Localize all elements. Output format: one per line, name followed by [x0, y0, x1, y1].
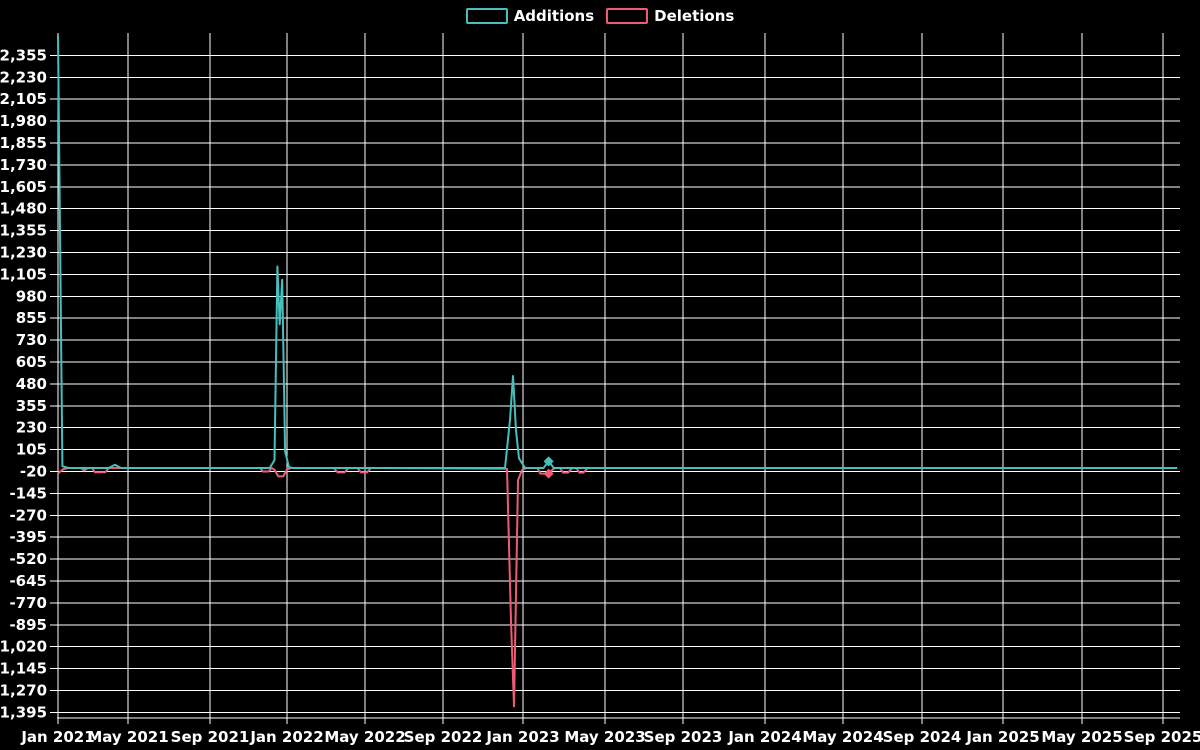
- legend-label-deletions: Deletions: [654, 7, 735, 25]
- x-axis-label: May 2025: [1041, 728, 1122, 746]
- y-axis-label: 1,355: [0, 222, 47, 240]
- y-axis-label: -1,395: [0, 703, 47, 721]
- additions-line: [57, 35, 1178, 469]
- x-axis-label: Sep 2021: [171, 728, 250, 746]
- axes: [50, 54, 1180, 724]
- y-axis-label: 2,355: [0, 46, 47, 64]
- additions-swatch-icon: [465, 8, 508, 24]
- deletions-swatch-icon: [606, 8, 649, 24]
- y-axis-label: -145: [9, 484, 47, 502]
- x-axis-label: Jan 2022: [249, 728, 323, 746]
- y-axis-label: -520: [9, 550, 47, 568]
- x-axis-label: May 2024: [802, 728, 883, 746]
- legend-label-additions: Additions: [513, 7, 595, 25]
- y-axis-label: 1,105: [0, 265, 47, 283]
- y-axis-label: -270: [9, 506, 47, 524]
- legend-item-deletions[interactable]: Deletions: [606, 8, 734, 24]
- x-axis-label: Sep 2022: [404, 728, 483, 746]
- deletions-line: [57, 467, 1178, 708]
- y-axis-label: 730: [16, 331, 47, 349]
- x-axis-label: Jan 2025: [965, 728, 1039, 746]
- y-axis-label: -1,145: [0, 660, 47, 678]
- y-axis-label: 1,730: [0, 156, 47, 174]
- y-axis-label: -895: [9, 616, 47, 634]
- y-axis-label: -20: [20, 463, 47, 481]
- y-axis-label: 105: [16, 441, 47, 459]
- y-axis-label: 230: [16, 419, 47, 437]
- additions-marker-icon: [543, 456, 554, 467]
- y-axis-label: 1,230: [0, 244, 47, 262]
- y-axis-label: -770: [9, 594, 47, 612]
- x-axis-label: Sep 2024: [883, 728, 962, 746]
- x-axis-label: May 2023: [564, 728, 645, 746]
- deletions-marker-icon: [543, 468, 554, 479]
- y-axis-label: -1,020: [0, 638, 47, 656]
- x-axis-label: Jan 2024: [727, 728, 801, 746]
- y-axis-label: -395: [9, 528, 47, 546]
- x-axis-label: Sep 2023: [644, 728, 723, 746]
- legend-item-additions[interactable]: Additions: [465, 7, 595, 25]
- y-axis-label: 980: [16, 287, 47, 305]
- x-axis-label: Jan 2023: [485, 728, 559, 746]
- y-axis-label: 1,480: [0, 200, 47, 218]
- y-axis-label: 1,855: [0, 134, 47, 152]
- gridlines: [57, 33, 1180, 718]
- y-axis-label: 355: [16, 397, 47, 415]
- y-axis-label: 2,105: [0, 90, 47, 108]
- x-axis-label: May 2021: [87, 728, 168, 746]
- x-axis-label: Sep 2025: [1124, 728, 1200, 746]
- series-lines: [57, 35, 1178, 708]
- x-axis-label: Jan 2021: [20, 728, 94, 746]
- y-axis-label: -1,270: [0, 682, 47, 700]
- y-axis-label: 1,980: [0, 112, 47, 130]
- y-axis-label: 480: [16, 375, 47, 393]
- y-axis-label: -645: [9, 572, 47, 590]
- x-axis-label: May 2022: [324, 728, 405, 746]
- y-axis-label: 605: [16, 353, 47, 371]
- y-axis-label: 2,230: [0, 68, 47, 86]
- y-axis-label: 1,605: [0, 178, 47, 196]
- y-axis-label: 855: [16, 309, 47, 327]
- chart-legend: Additions Deletions: [0, 8, 1200, 24]
